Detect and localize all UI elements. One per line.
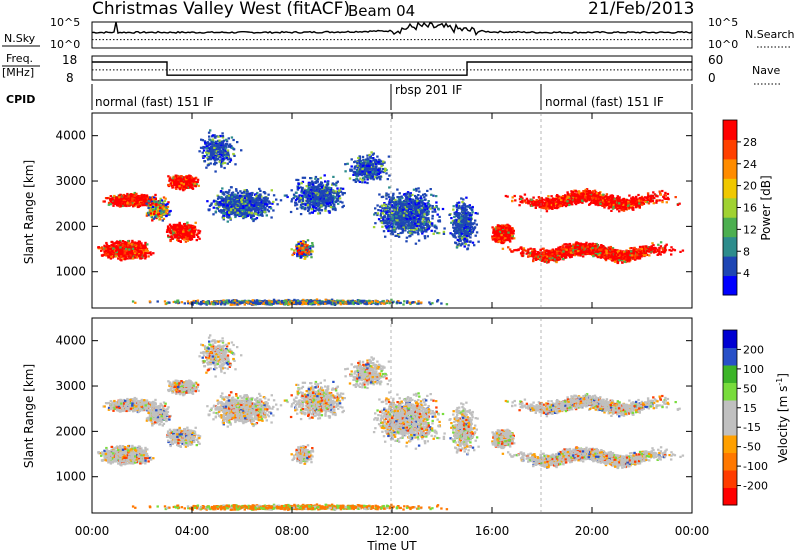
power-cell — [152, 252, 154, 254]
power-cell — [112, 245, 114, 247]
freq-series-line — [92, 62, 692, 75]
power-cell — [146, 252, 148, 254]
nave-label: Nave — [752, 64, 780, 77]
power-cell — [135, 193, 137, 195]
power-cell — [137, 250, 139, 252]
power-cell — [119, 253, 121, 255]
power-cell — [119, 246, 121, 248]
power-cell — [124, 258, 126, 260]
power-cell — [146, 243, 148, 245]
power-cell — [144, 255, 146, 257]
power-cell — [115, 246, 117, 248]
nave-tick-top: 60 — [708, 53, 723, 67]
power-cell — [115, 242, 117, 244]
nsky-tick-top: 10^5 — [50, 16, 80, 29]
noise-panel: N.Sky 10^5 10^0 10^5 10^0 N.Search — [2, 16, 795, 51]
power-cell — [127, 240, 129, 242]
power-cell — [131, 240, 133, 242]
power-cell — [138, 244, 140, 246]
power-cell — [118, 242, 120, 244]
freq-unit-label: [MHz] — [2, 66, 34, 79]
power-cell — [119, 249, 121, 251]
power-cell — [134, 250, 136, 252]
power-cell — [131, 251, 133, 253]
power-cell — [144, 257, 146, 259]
power-cell — [109, 248, 111, 250]
power-cell — [120, 255, 122, 257]
freq-panel: Freq. [MHz] 18 8 60 0 Nave — [2, 52, 782, 85]
nsearch-tick-bottom: 10^0 — [708, 38, 738, 51]
nave-tick-bottom: 0 — [708, 71, 716, 85]
power-cell — [126, 193, 128, 195]
power-cell — [122, 244, 124, 246]
freq-tick-bottom: 8 — [66, 71, 74, 85]
power-cell — [128, 248, 130, 250]
cpid-label: CPID — [6, 93, 35, 106]
power-cell — [105, 254, 107, 256]
power-cell — [109, 253, 111, 255]
power-cell — [132, 248, 134, 250]
date-label: 21/Feb/2013 — [588, 0, 694, 19]
power-cell — [105, 248, 107, 250]
power-cell — [107, 253, 109, 255]
power-cell — [143, 249, 145, 251]
power-cell — [115, 250, 117, 252]
power-cell — [106, 197, 108, 199]
power-cell — [101, 255, 103, 257]
power-cell — [137, 195, 139, 197]
power-cell — [103, 251, 105, 253]
power-cell — [115, 255, 117, 257]
power-cell — [150, 254, 152, 256]
freq-tick-top: 18 — [62, 53, 77, 67]
power-cell — [140, 254, 142, 256]
power-cell — [154, 194, 156, 196]
cpid-segment-2: rbsp 201 IF — [395, 83, 462, 97]
power-cell — [123, 255, 125, 257]
power-cell — [111, 241, 113, 243]
power-cell — [110, 256, 112, 258]
power-cell — [108, 245, 110, 247]
power-cell — [100, 250, 102, 252]
power-cell — [107, 251, 109, 253]
power-cell — [140, 251, 142, 253]
power-cell — [127, 244, 129, 246]
power-cell — [128, 251, 130, 253]
power-cell — [147, 255, 149, 257]
power-cell — [112, 247, 114, 249]
power-cell — [124, 252, 126, 254]
station-title: Christmas Valley West (fitACF) — [92, 0, 350, 19]
power-cell — [128, 242, 130, 244]
power-cell — [147, 250, 149, 252]
power-cell — [97, 246, 99, 248]
power-cell — [110, 195, 112, 197]
power-cell — [144, 252, 146, 254]
freq-label: Freq. — [6, 52, 33, 65]
power-cell — [144, 245, 146, 247]
nsky-series-line — [92, 22, 692, 35]
power-cell — [134, 244, 136, 246]
power-cell — [103, 245, 105, 247]
power-cell — [128, 255, 130, 257]
nsky-label: N.Sky — [4, 32, 36, 45]
nsky-tick-bottom: 10^0 — [50, 38, 80, 51]
cpid-segment-1: normal (fast) 151 IF — [95, 95, 214, 109]
power-cell — [101, 246, 103, 248]
nsearch-tick-top: 10^5 — [708, 16, 738, 29]
rti-figure: Christmas Valley West (fitACF) Beam 04 2… — [0, 0, 800, 554]
cpid-segment-3: normal (fast) 151 IF — [545, 95, 664, 109]
cpid-panel: CPID normal (fast) 151 IF rbsp 201 IF no… — [6, 83, 692, 110]
power-panel: 4000300020001000 Slant Range [km] — [22, 113, 692, 308]
power-cell — [119, 257, 121, 259]
power-cell — [106, 244, 108, 246]
power-cell — [124, 241, 126, 243]
nsearch-label: N.Search — [745, 28, 795, 41]
beam-label: Beam 04 — [348, 2, 415, 20]
power-cell — [139, 257, 141, 259]
